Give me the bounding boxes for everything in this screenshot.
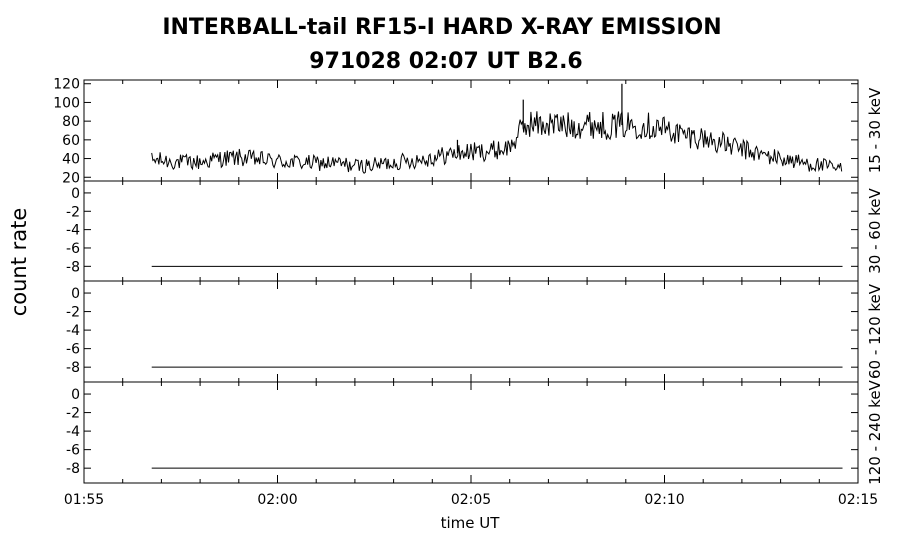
series-line — [151, 110, 843, 174]
y-axis-label: count rate — [7, 208, 31, 317]
y-tick-label: -2 — [66, 305, 80, 321]
panel-frame — [83, 79, 859, 182]
y-tick-label: -4 — [66, 323, 80, 339]
y-tick-label: -2 — [66, 204, 80, 220]
panel-2: -8 -6 -4 -2 0 30 - 60 keV — [66, 180, 884, 282]
y-tick-label: 60 — [62, 133, 80, 149]
y-tick-label: -8 — [66, 360, 80, 376]
chart-subtitle: 971028 02:07 UT B2.6 — [309, 49, 582, 74]
y-tick-label: -4 — [66, 424, 80, 440]
panel-energy-label: 30 - 60 keV — [866, 188, 884, 274]
y-tick-label: 100 — [53, 95, 80, 111]
x-tick-label: 02:15 — [838, 492, 878, 508]
panel-3: -8 -6 -4 -2 0 60 - 120 keV — [66, 280, 884, 383]
y-tick-label: 20 — [62, 170, 80, 186]
panel-energy-label: 120 - 240 keV — [866, 379, 884, 484]
y-tick-label: 0 — [71, 387, 80, 403]
chart-title: INTERBALL-tail RF15-I HARD X-RAY EMISSIO… — [162, 15, 721, 40]
y-tick-label: -6 — [66, 342, 80, 358]
panels-group: 20 40 60 80 100 120 15 - 30 keV -8 -6 -4 -2 0 30 - 6… — [53, 77, 884, 485]
panel-4: -8 -6 -4 -2 0 120 - 240 keV — [66, 379, 884, 484]
x-tick-label: 02:00 — [257, 492, 297, 508]
panel-1: 20 40 60 80 100 120 15 - 30 keV — [53, 77, 884, 187]
y-tick-label: 40 — [62, 152, 80, 168]
y-tick-label: 80 — [62, 114, 80, 130]
x-tick-label: 02:05 — [451, 492, 491, 508]
panel-energy-label: 60 - 120 keV — [866, 283, 884, 379]
x-tick-label: 02:10 — [644, 492, 684, 508]
x-tick-labels: 01:55 02:00 02:05 02:10 02:15 — [64, 492, 878, 508]
x-tick-label: 01:55 — [64, 492, 104, 508]
y-tick-label: -8 — [66, 259, 80, 275]
x-axis-label: time UT — [441, 514, 501, 532]
panel-energy-label: 15 - 30 keV — [866, 87, 884, 173]
y-tick-label: 0 — [71, 186, 80, 202]
y-tick-label: 120 — [53, 77, 80, 93]
y-tick-label: 0 — [71, 286, 80, 302]
y-tick-label: -2 — [66, 406, 80, 422]
y-tick-label: -4 — [66, 223, 80, 239]
y-tick-label: -8 — [66, 461, 80, 477]
y-tick-label: -6 — [66, 241, 80, 257]
y-tick-label: -6 — [66, 443, 80, 459]
